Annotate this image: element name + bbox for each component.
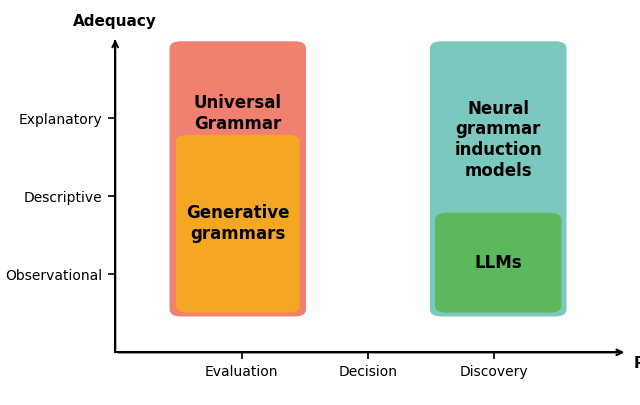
- FancyBboxPatch shape: [435, 213, 561, 313]
- FancyBboxPatch shape: [170, 41, 306, 316]
- Text: LLMs: LLMs: [474, 254, 522, 272]
- Text: Adequacy: Adequacy: [73, 14, 157, 29]
- Text: Procedure: Procedure: [634, 356, 640, 371]
- Text: Universal
Grammar: Universal Grammar: [194, 94, 282, 133]
- FancyBboxPatch shape: [176, 135, 300, 313]
- FancyBboxPatch shape: [430, 41, 566, 316]
- Text: Neural
grammar
induction
models: Neural grammar induction models: [454, 100, 542, 180]
- Text: Generative
grammars: Generative grammars: [186, 204, 289, 243]
